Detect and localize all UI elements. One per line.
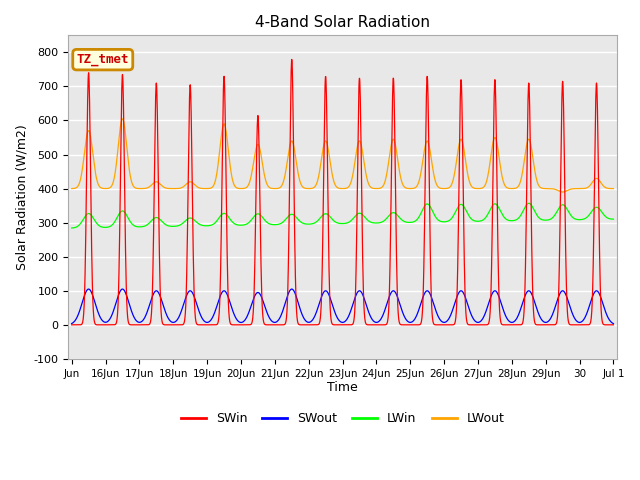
Text: TZ_tmet: TZ_tmet (77, 53, 129, 66)
Legend: SWin, SWout, LWin, LWout: SWin, SWout, LWin, LWout (175, 407, 509, 430)
X-axis label: Time: Time (327, 382, 358, 395)
Title: 4-Band Solar Radiation: 4-Band Solar Radiation (255, 15, 430, 30)
Y-axis label: Solar Radiation (W/m2): Solar Radiation (W/m2) (15, 124, 28, 270)
